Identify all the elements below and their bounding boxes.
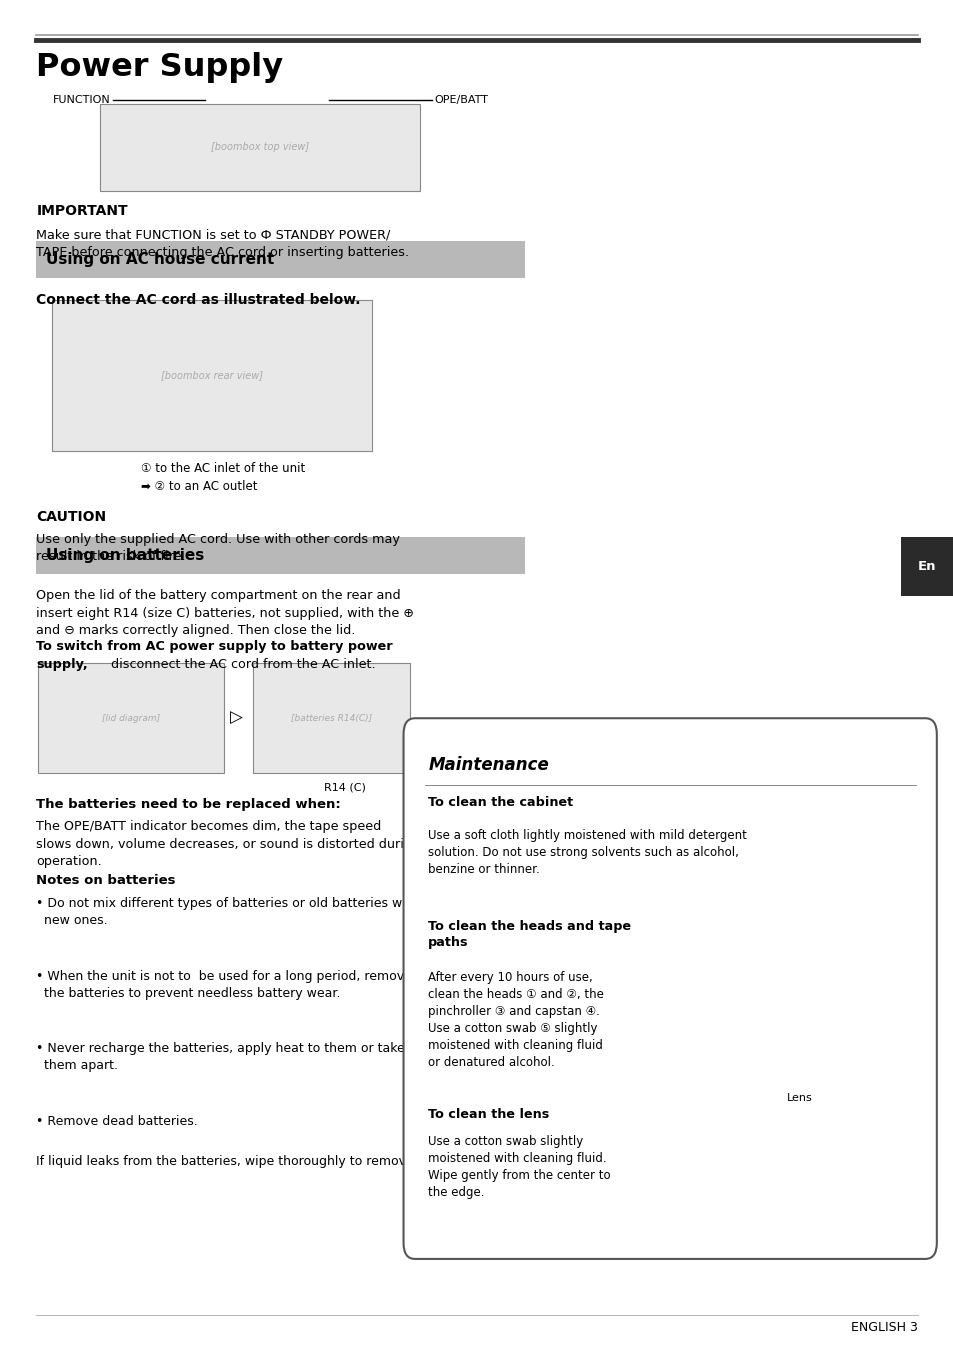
Text: Using on AC house current: Using on AC house current	[46, 252, 274, 268]
Bar	[900, 537, 953, 596]
Bar	[38, 663, 224, 773]
Text: • Do not mix different types of batteries or old batteries with
  new ones.: • Do not mix different types of batterie…	[36, 897, 418, 927]
Bar	[100, 104, 419, 191]
Text: IMPORTANT: IMPORTANT	[36, 204, 128, 218]
Text: [head/tape
diagram]: [head/tape diagram]	[809, 919, 851, 937]
Text: If liquid leaks from the batteries, wipe thoroughly to remove.: If liquid leaks from the batteries, wipe…	[36, 1155, 417, 1169]
Text: FUNCTION: FUNCTION	[52, 94, 111, 105]
Text: [lens
diagram]: [lens diagram]	[813, 1155, 847, 1174]
Bar	[52, 300, 372, 451]
Text: CAUTION: CAUTION	[36, 510, 107, 523]
Text: Use a soft cloth lightly moistened with mild detergent
solution. Do not use stro: Use a soft cloth lightly moistened with …	[428, 829, 746, 876]
Text: Notes on batteries: Notes on batteries	[36, 874, 175, 888]
Text: [lid diagram]: [lid diagram]	[102, 714, 160, 722]
Text: Maintenance: Maintenance	[428, 756, 549, 773]
Text: • Never recharge the batteries, apply heat to them or take
  them apart.: • Never recharge the batteries, apply he…	[36, 1042, 405, 1072]
Text: • Remove dead batteries.: • Remove dead batteries.	[36, 1115, 198, 1128]
Text: OPE/BATT: OPE/BATT	[434, 94, 487, 105]
Bar	[755, 877, 905, 979]
Text: R14 (C): R14 (C)	[324, 783, 366, 792]
Text: • When the unit is not to  be used for a long period, remove
  the batteries to : • When the unit is not to be used for a …	[36, 970, 412, 999]
Bar	[36, 537, 525, 574]
Text: ➡ ② to an AC outlet: ➡ ② to an AC outlet	[141, 480, 257, 494]
Text: disconnect the AC cord from the AC inlet.: disconnect the AC cord from the AC inlet…	[107, 658, 375, 671]
Text: Use a cotton swab slightly
moistened with cleaning fluid.
Wipe gently from the c: Use a cotton swab slightly moistened wit…	[428, 1135, 610, 1200]
Text: Lens: Lens	[786, 1093, 812, 1103]
Text: Using on batteries: Using on batteries	[46, 547, 204, 564]
Text: [batteries R14(C)]: [batteries R14(C)]	[291, 714, 372, 722]
Text: Connect the AC cord as illustrated below.: Connect the AC cord as illustrated below…	[36, 293, 360, 307]
Text: En: En	[917, 560, 936, 573]
FancyBboxPatch shape	[403, 718, 936, 1259]
Bar	[36, 241, 525, 278]
Text: To clean the lens: To clean the lens	[428, 1108, 549, 1122]
Bar	[753, 1111, 907, 1219]
Text: To clean the cabinet: To clean the cabinet	[428, 796, 573, 810]
Text: After every 10 hours of use,
clean the heads ① and ②, the
pinchroller ③ and caps: After every 10 hours of use, clean the h…	[428, 971, 603, 1069]
Text: Power Supply: Power Supply	[36, 52, 283, 83]
Text: The batteries need to be replaced when:: The batteries need to be replaced when:	[36, 798, 340, 811]
Text: ▷: ▷	[230, 709, 243, 728]
Text: ① to the AC inlet of the unit: ① to the AC inlet of the unit	[141, 461, 305, 475]
Text: Use only the supplied AC cord. Use with other cords may
result in the risk of fi: Use only the supplied AC cord. Use with …	[36, 533, 399, 564]
Text: To clean the heads and tape
paths: To clean the heads and tape paths	[428, 920, 631, 950]
Bar	[253, 663, 410, 773]
Text: Open the lid of the battery compartment on the rear and
insert eight R14 (size C: Open the lid of the battery compartment …	[36, 589, 414, 638]
Text: Make sure that FUNCTION is set to Ф STANDBY POWER/
TAPE before connecting the AC: Make sure that FUNCTION is set to Ф STAN…	[36, 229, 409, 260]
Text: The OPE/BATT indicator becomes dim, the tape speed
slows down, volume decreases,: The OPE/BATT indicator becomes dim, the …	[36, 820, 420, 869]
Text: To switch from AC power supply to battery power
supply,: To switch from AC power supply to batter…	[36, 640, 393, 671]
Text: [boombox rear view]: [boombox rear view]	[161, 370, 263, 381]
Text: [boombox top view]: [boombox top view]	[211, 143, 309, 152]
Text: ENGLISH 3: ENGLISH 3	[850, 1321, 917, 1334]
